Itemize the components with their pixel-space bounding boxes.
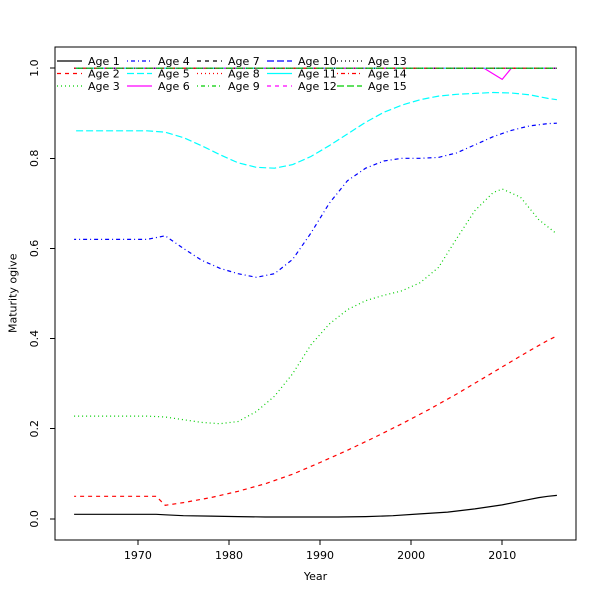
y-tick-label: 0.8 xyxy=(28,150,41,168)
legend-label-age-11: Age 11 xyxy=(298,68,337,81)
legend-label-age-3: Age 3 xyxy=(88,80,120,93)
y-tick-label: 0.4 xyxy=(28,330,41,348)
legend-label-age-13: Age 13 xyxy=(368,55,407,68)
legend-label-age-10: Age 10 xyxy=(298,55,337,68)
y-axis-title: Maturity ogive xyxy=(6,253,20,334)
series-line-age-4 xyxy=(74,122,557,278)
legend-label-age-2: Age 2 xyxy=(88,68,120,81)
y-tick-label: 0.2 xyxy=(28,420,41,438)
legend-label-age-14: Age 14 xyxy=(368,68,407,81)
legend-label-age-5: Age 5 xyxy=(158,68,190,81)
legend-label-age-15: Age 15 xyxy=(368,80,407,93)
x-tick-label: 2010 xyxy=(488,549,516,562)
y-tick-label: 0.6 xyxy=(28,240,41,258)
x-axis-title: Year xyxy=(303,570,328,583)
legend-label-age-7: Age 7 xyxy=(228,55,260,68)
legend-label-age-12: Age 12 xyxy=(298,80,337,93)
series-line-age-5 xyxy=(74,91,557,169)
legend-label-age-6: Age 6 xyxy=(158,80,190,93)
legend-label-age-9: Age 9 xyxy=(228,80,260,93)
series-line-age-2 xyxy=(74,335,558,506)
x-tick-label: 1980 xyxy=(215,549,243,562)
legend-label-age-1: Age 1 xyxy=(88,55,120,68)
legend-label-age-8: Age 8 xyxy=(228,68,260,81)
x-tick-label: 1970 xyxy=(124,549,152,562)
plot-box xyxy=(54,46,577,541)
y-tick-label: 1.0 xyxy=(28,59,41,77)
series-line-age-3 xyxy=(74,188,558,425)
y-tick-label: 0.0 xyxy=(28,510,41,528)
series-line-age-1 xyxy=(74,494,557,518)
legend-label-age-4: Age 4 xyxy=(158,55,190,68)
x-tick-label: 2000 xyxy=(397,549,425,562)
x-tick-label: 1990 xyxy=(306,549,334,562)
